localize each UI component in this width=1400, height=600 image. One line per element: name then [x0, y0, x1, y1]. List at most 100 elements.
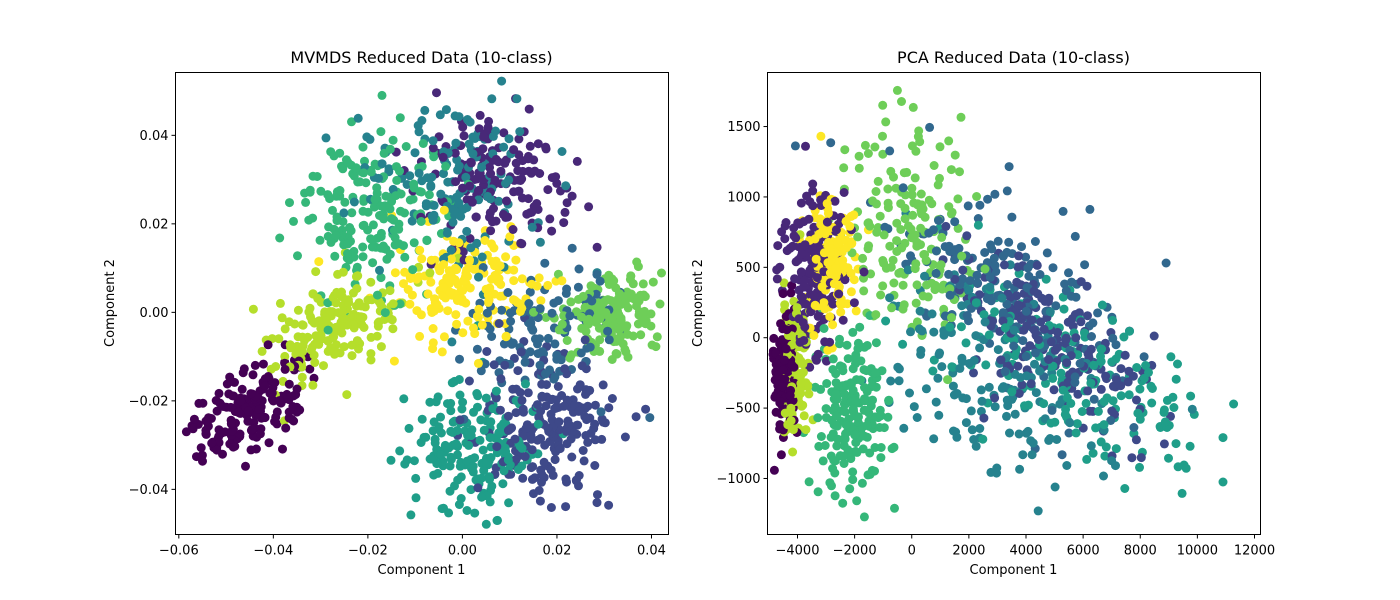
pca-points	[768, 85, 1239, 522]
pca-point-class-5	[1097, 344, 1107, 354]
mvmds-point-class-5	[433, 468, 443, 478]
mvmds-point-class-0	[305, 364, 315, 374]
mvmds-point-class-8	[308, 380, 318, 390]
mvmds-point-class-0	[207, 438, 217, 448]
mvmds-point-class-4	[435, 110, 445, 120]
mvmds-point-class-3	[537, 347, 547, 357]
mvmds-point-class-3	[592, 269, 602, 279]
pca-point-class-2	[974, 290, 984, 300]
pca-point-class-4	[921, 384, 931, 394]
mvmds-point-class-4	[461, 172, 471, 182]
mvmds-point-class-7	[620, 299, 630, 309]
mvmds-point-class-4	[487, 94, 497, 104]
pca-point-class-6	[876, 443, 886, 452]
mvmds-point-class-8	[257, 346, 267, 356]
mvmds-point-class-0	[196, 443, 206, 453]
mvmds-point-class-9	[439, 332, 449, 342]
mvmds-point-class-5	[440, 440, 450, 450]
pca-point-class-2	[1132, 395, 1141, 405]
pca-point-class-7	[953, 223, 963, 233]
pca-point-class-1	[849, 298, 859, 308]
mvmds-point-class-0	[292, 384, 302, 394]
pca-point-class-7	[839, 163, 849, 173]
mvmds-point-class-6	[328, 205, 337, 215]
pca-point-class-5	[1218, 433, 1228, 443]
pca-point-class-3	[980, 248, 990, 257]
pca-point-class-7	[892, 85, 902, 95]
pca-point-class-9	[810, 234, 820, 244]
mvmds-point-class-3	[645, 413, 655, 423]
mvmds-point-class-8	[297, 372, 307, 382]
mvmds-point-class-4	[557, 147, 567, 156]
mvmds-point-class-0	[281, 423, 291, 433]
mvmds-point-class-0	[284, 379, 294, 389]
pca-point-class-6	[831, 369, 841, 379]
pca-point-class-7	[899, 300, 909, 310]
mvmds-point-class-0	[270, 417, 280, 427]
mvmds-point-class-5	[451, 439, 461, 449]
mvmds-point-class-9	[501, 252, 511, 262]
mvmds-point-class-7	[577, 312, 586, 322]
pca-point-class-8	[804, 389, 814, 399]
pca-point-class-5	[1133, 408, 1143, 418]
mvmds-point-class-9	[517, 274, 527, 284]
pca-point-class-3	[1051, 301, 1061, 311]
mvmds-point-class-3	[520, 357, 530, 367]
mvmds-point-class-1	[524, 104, 534, 114]
pca-point-class-5	[1185, 441, 1195, 451]
mvmds-point-class-7	[605, 275, 614, 285]
pca-point-class-6	[810, 382, 820, 392]
pca-point-class-3	[1002, 299, 1012, 309]
mvmds-point-class-8	[331, 298, 341, 308]
pca-point-class-6	[884, 396, 894, 406]
pca-point-class-2	[1116, 364, 1126, 374]
pca-point-class-3	[1021, 352, 1031, 361]
mvmds-point-class-8	[425, 268, 435, 278]
mvmds-point-class-7	[562, 336, 572, 345]
pca-point-class-7	[922, 280, 932, 290]
mvmds-x-axis-label: Component 1	[378, 563, 466, 578]
pca-y-tick-label: 0	[752, 331, 760, 346]
pca-point-class-3	[931, 246, 941, 256]
mvmds-point-class-1	[490, 175, 500, 185]
mvmds-point-class-6	[285, 198, 294, 208]
mvmds-point-class-3	[497, 305, 507, 315]
pca-point-class-4	[1010, 409, 1020, 419]
mvmds-point-class-3	[525, 287, 535, 297]
mvmds-point-class-5	[455, 461, 465, 471]
mvmds-point-class-4	[504, 134, 514, 144]
mvmds-point-class-1	[551, 172, 561, 182]
mvmds-point-class-9	[477, 320, 487, 330]
pca-point-class-9	[822, 199, 832, 209]
pca-point-class-3	[826, 138, 836, 148]
mvmds-point-class-5	[456, 472, 466, 482]
pca-point-class-1	[834, 289, 844, 299]
mvmds-point-class-6	[389, 226, 399, 236]
mvmds-point-class-8	[386, 314, 396, 324]
pca-point-class-9	[833, 238, 843, 248]
pca-point-class-7	[854, 151, 864, 161]
mvmds-point-class-4	[402, 180, 412, 189]
mvmds-point-class-5	[488, 404, 498, 414]
pca-point-class-2	[941, 221, 951, 231]
pca-point-class-1	[808, 246, 817, 256]
pca-point-class-9	[829, 279, 839, 289]
mvmds-point-class-9	[428, 338, 438, 348]
pca-point-class-9	[849, 210, 859, 220]
mvmds-point-class-8	[352, 336, 362, 346]
mvmds-point-class-6	[326, 237, 336, 247]
mvmds-point-class-2	[521, 423, 531, 433]
mvmds-point-class-8	[388, 324, 398, 334]
pca-point-class-6	[865, 469, 875, 479]
mvmds-point-class-9	[427, 308, 437, 317]
mvmds-point-class-2	[500, 360, 510, 370]
mvmds-point-class-0	[212, 406, 222, 416]
mvmds-point-class-6	[368, 235, 378, 245]
pca-point-class-4	[1002, 395, 1012, 405]
mvmds-point-class-7	[655, 299, 665, 309]
mvmds-point-class-3	[455, 354, 464, 364]
mvmds-point-class-1	[513, 166, 523, 176]
mvmds-point-class-3	[547, 308, 557, 318]
mvmds-point-class-1	[532, 199, 542, 208]
mvmds-point-class-0	[225, 372, 235, 382]
